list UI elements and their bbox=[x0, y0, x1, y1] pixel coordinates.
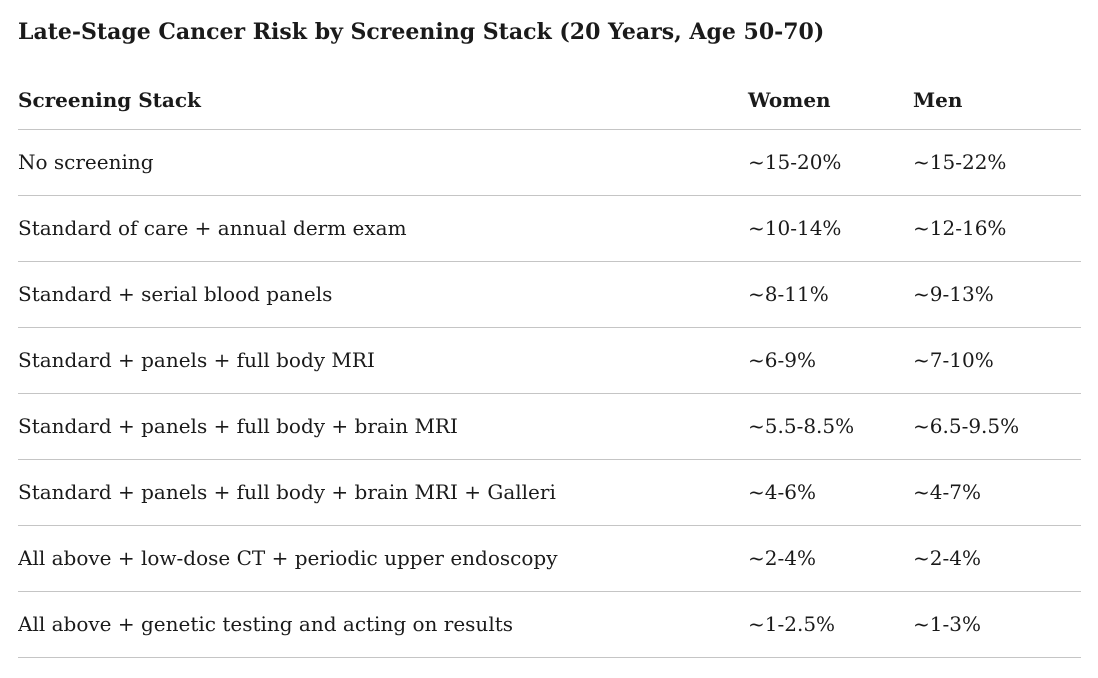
table-row: Standard + panels + full body MRI ~6-9% … bbox=[18, 327, 1081, 394]
cell-men: ~12-16% bbox=[913, 195, 1081, 262]
table-row: Standard + panels + full body + brain MR… bbox=[18, 459, 1081, 526]
table-row: Standard + serial blood panels ~8-11% ~9… bbox=[18, 261, 1081, 328]
cell-women: ~6-9% bbox=[748, 327, 913, 394]
screening-risk-table: Screening Stack Women Men No screening ~… bbox=[18, 46, 1081, 658]
cell-men: ~2-4% bbox=[913, 525, 1081, 592]
cell-women: ~4-6% bbox=[748, 459, 913, 526]
table-row: All above + genetic testing and acting o… bbox=[18, 591, 1081, 658]
table-row: Standard of care + annual derm exam ~10-… bbox=[18, 195, 1081, 262]
table-row: All above + low-dose CT + periodic upper… bbox=[18, 525, 1081, 592]
cell-women: ~15-20% bbox=[748, 129, 913, 196]
cell-stack: All above + genetic testing and acting o… bbox=[18, 591, 748, 658]
cell-women: ~2-4% bbox=[748, 525, 913, 592]
cell-stack: Standard + panels + full body MRI bbox=[18, 327, 748, 394]
table-row: Standard + panels + full body + brain MR… bbox=[18, 393, 1081, 460]
table-row: No screening ~15-20% ~15-22% bbox=[18, 129, 1081, 196]
cell-men: ~9-13% bbox=[913, 261, 1081, 328]
cell-stack: No screening bbox=[18, 129, 748, 196]
cell-stack: Standard + panels + full body + brain MR… bbox=[18, 459, 748, 526]
cell-men: ~7-10% bbox=[913, 327, 1081, 394]
cell-stack: All above + low-dose CT + periodic upper… bbox=[18, 525, 748, 592]
col-header-screening-stack: Screening Stack bbox=[18, 46, 748, 130]
col-header-men: Men bbox=[913, 46, 1081, 130]
cell-men: ~4-7% bbox=[913, 459, 1081, 526]
cell-stack: Standard of care + annual derm exam bbox=[18, 195, 748, 262]
cell-men: ~15-22% bbox=[913, 129, 1081, 196]
cell-men: ~6.5-9.5% bbox=[913, 393, 1081, 460]
cell-women: ~5.5-8.5% bbox=[748, 393, 913, 460]
col-header-women: Women bbox=[748, 46, 913, 130]
cell-women: ~1-2.5% bbox=[748, 591, 913, 658]
cell-men: ~1-3% bbox=[913, 591, 1081, 658]
cell-stack: Standard + panels + full body + brain MR… bbox=[18, 393, 748, 460]
cell-women: ~8-11% bbox=[748, 261, 913, 328]
header-row: Screening Stack Women Men bbox=[18, 46, 1081, 130]
cell-women: ~10-14% bbox=[748, 195, 913, 262]
cell-stack: Standard + serial blood panels bbox=[18, 261, 748, 328]
page-title: Late-Stage Cancer Risk by Screening Stac… bbox=[18, 19, 825, 45]
